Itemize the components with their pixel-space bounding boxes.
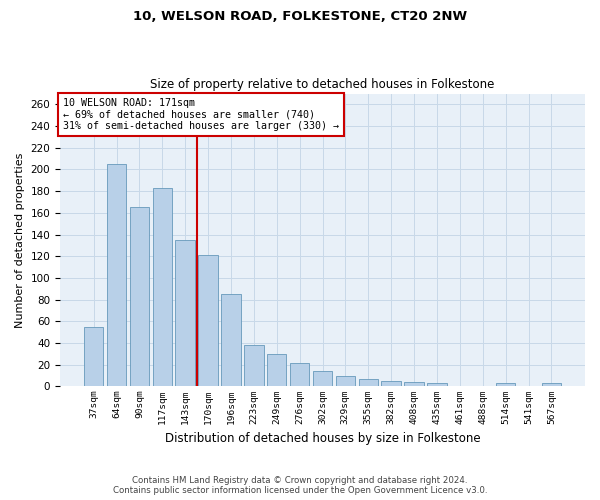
Bar [152, 188, 172, 386]
Y-axis label: Number of detached properties: Number of detached properties [15, 152, 25, 328]
Text: 10 WELSON ROAD: 171sqm
← 69% of detached houses are smaller (740)
31% of semi-de: 10 WELSON ROAD: 171sqm ← 69% of detached… [62, 98, 338, 131]
Bar [359, 379, 378, 386]
X-axis label: Distribution of detached houses by size in Folkestone: Distribution of detached houses by size … [165, 432, 481, 445]
Bar [290, 362, 310, 386]
Bar [542, 383, 561, 386]
Bar [221, 294, 241, 386]
Bar [313, 371, 332, 386]
Bar [175, 240, 195, 386]
Bar [427, 383, 446, 386]
Bar [496, 383, 515, 386]
Bar [404, 382, 424, 386]
Bar [382, 381, 401, 386]
Text: 10, WELSON ROAD, FOLKESTONE, CT20 2NW: 10, WELSON ROAD, FOLKESTONE, CT20 2NW [133, 10, 467, 23]
Bar [84, 326, 103, 386]
Bar [335, 376, 355, 386]
Bar [267, 354, 286, 386]
Title: Size of property relative to detached houses in Folkestone: Size of property relative to detached ho… [151, 78, 495, 91]
Text: Contains HM Land Registry data © Crown copyright and database right 2024.
Contai: Contains HM Land Registry data © Crown c… [113, 476, 487, 495]
Bar [130, 208, 149, 386]
Bar [107, 164, 126, 386]
Bar [199, 255, 218, 386]
Bar [244, 345, 263, 387]
